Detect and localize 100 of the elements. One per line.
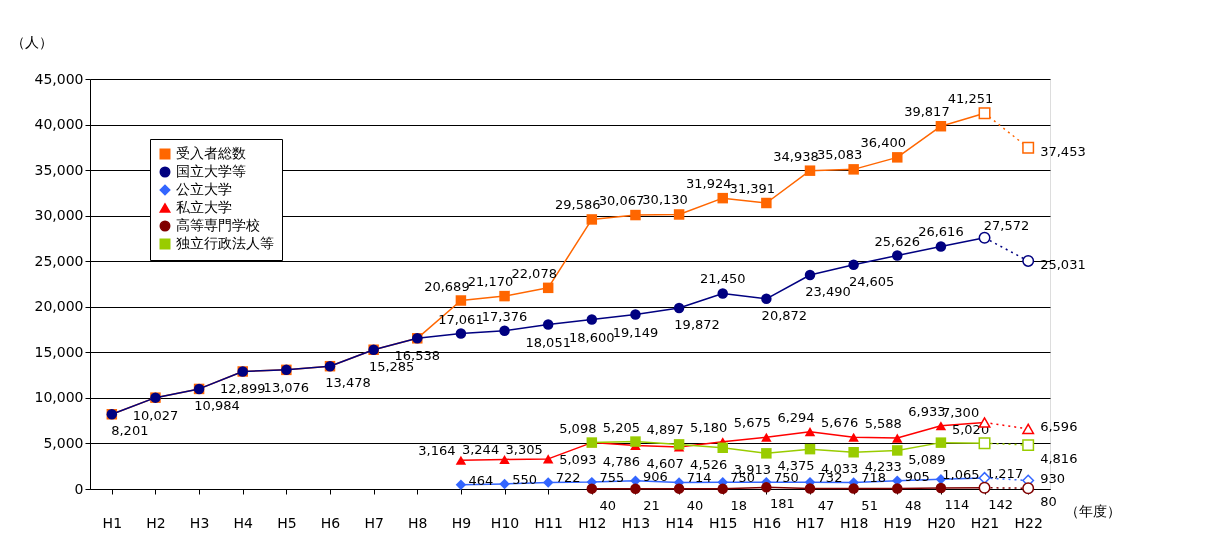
data-label: 20,689	[424, 278, 470, 294]
data-label: 5,205	[602, 419, 641, 435]
data-label: 18,051	[525, 334, 571, 350]
data-label: 5,588	[864, 416, 902, 432]
data-label: 41,251	[947, 91, 994, 107]
x-tick-label: H1	[102, 514, 123, 531]
data-label: 31,391	[729, 180, 776, 196]
x-tick-label: H3	[189, 514, 210, 531]
data-label: 6,596	[1040, 418, 1078, 434]
legend-label: 国立大学等	[176, 163, 246, 179]
data-label: 40	[686, 497, 704, 513]
x-tick-label: H20	[927, 514, 956, 531]
legend-label: 公立大学	[176, 181, 232, 197]
y-tick-label: 5,000	[43, 434, 84, 451]
data-label: 3,305	[505, 441, 543, 457]
data-label: 51	[861, 497, 878, 513]
data-label: 80	[1040, 494, 1057, 510]
x-tick-label: H16	[752, 514, 782, 531]
data-label: 930	[1040, 470, 1066, 486]
x-tick-label: H2	[146, 514, 166, 531]
data-label: 23,490	[805, 283, 851, 299]
y-tick-label: 20,000	[34, 298, 84, 315]
data-label: 8,201	[111, 423, 149, 439]
y-tick-label: 45,000	[34, 70, 84, 87]
x-tick-label: H4	[233, 514, 254, 531]
data-label: 34,938	[773, 148, 819, 164]
legend-label: 高等専門学校	[176, 217, 260, 233]
data-label: 10,984	[194, 397, 240, 413]
data-label: 12,899	[219, 381, 266, 397]
data-label: 5,676	[821, 415, 859, 431]
legend-label: 独立行政法人等	[176, 235, 274, 251]
data-label: 27,572	[983, 217, 1030, 233]
data-label: 142	[988, 496, 1013, 512]
data-label: 4,816	[1040, 451, 1078, 467]
x-tick-label: H11	[534, 514, 563, 531]
y-tick-label: 25,000	[34, 252, 84, 269]
data-label: 722	[555, 470, 581, 486]
x-tick-label: H22	[1014, 514, 1043, 531]
data-label: 26,616	[918, 224, 964, 240]
x-tick-label: H8	[408, 514, 428, 531]
data-label: 29,586	[555, 197, 601, 213]
y-tick-label: 30,000	[34, 207, 84, 224]
x-tick-label: H7	[364, 514, 384, 531]
data-label: 550	[512, 471, 537, 487]
data-label: 24,605	[848, 273, 895, 289]
x-tick-label: H21	[970, 514, 1000, 531]
data-label: 6,294	[777, 409, 815, 425]
data-label: 30,130	[642, 192, 688, 208]
data-label: 18	[730, 497, 747, 513]
data-label: 36,400	[860, 135, 907, 151]
y-tick-label: 0	[74, 480, 84, 497]
x-tick-label: H18	[839, 514, 869, 531]
data-label: 114	[944, 496, 970, 512]
data-label: 714	[686, 470, 712, 486]
data-label: 10,027	[132, 407, 179, 423]
x-tick-label: H12	[578, 514, 607, 531]
data-label: 39,817	[904, 104, 950, 120]
data-label: 48	[905, 497, 922, 513]
x-tick-label: H17	[796, 514, 825, 531]
legend-label: 受入者総数	[176, 145, 246, 161]
y-tick-label: 10,000	[34, 389, 84, 406]
x-tick-label: H19	[883, 514, 912, 531]
x-tick-label: H10	[490, 514, 520, 531]
data-label: 4,897	[646, 422, 684, 438]
x-axis-title: （年度）	[1064, 502, 1121, 519]
data-label: 40	[599, 497, 617, 513]
data-label: 5,675	[733, 415, 771, 431]
x-tick-label: H15	[709, 514, 738, 531]
data-label: 21	[643, 497, 660, 513]
data-label: 17,061	[438, 311, 484, 327]
x-tick-label: H9	[451, 514, 472, 531]
x-tick-label: H14	[665, 514, 694, 531]
data-label: 464	[468, 472, 494, 488]
data-label: 19,872	[674, 316, 720, 332]
y-tick-label: 15,000	[34, 343, 84, 360]
data-label: 3,244	[461, 442, 500, 458]
data-label: 905	[904, 468, 930, 484]
data-label: 20,872	[761, 307, 808, 323]
data-label: 37,453	[1040, 143, 1086, 159]
y-axis-title: （人）	[10, 33, 53, 50]
legend-label: 私立大学	[176, 199, 232, 215]
data-label: 13,478	[325, 375, 371, 391]
data-label: 5,093	[559, 451, 597, 467]
data-label: 47	[817, 497, 835, 513]
data-label: 21,450	[699, 270, 746, 286]
data-label: 17,376	[481, 308, 528, 324]
data-label: 5,098	[559, 420, 597, 436]
data-label: 3,164	[418, 443, 456, 459]
data-label: 25,031	[1040, 256, 1086, 272]
data-label: 18,600	[569, 329, 615, 345]
y-tick-label: 40,000	[34, 116, 84, 133]
data-label: 4,786	[602, 454, 641, 470]
x-tick-label: H13	[621, 514, 651, 531]
data-label: 5,180	[690, 419, 728, 435]
x-tick-label: H6	[320, 514, 341, 531]
data-label: 1,217	[985, 465, 1024, 481]
data-label: 181	[769, 496, 795, 512]
data-label: 4,526	[690, 456, 728, 472]
y-tick-label: 35,000	[34, 161, 84, 178]
data-label: 6,933	[908, 403, 946, 419]
